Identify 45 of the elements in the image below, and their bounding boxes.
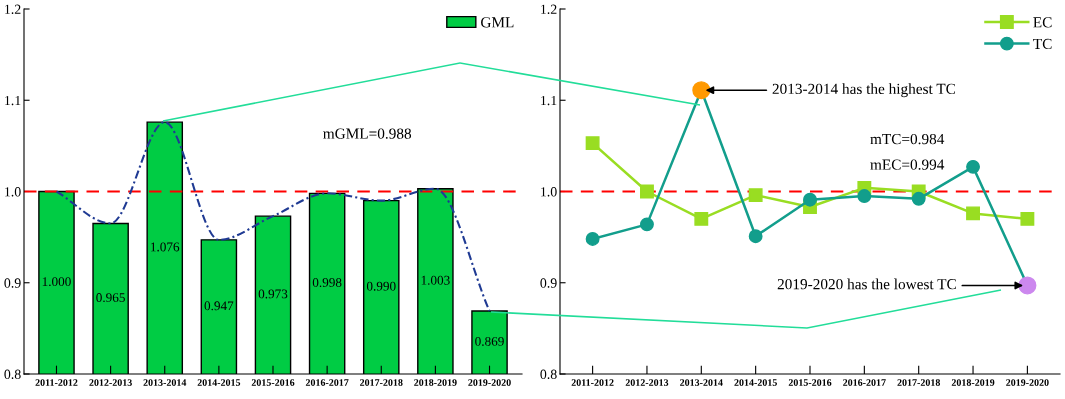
x-tick-label: 2013-2014 xyxy=(143,379,187,386)
x-tick-label: 2019-2020 xyxy=(1006,379,1049,386)
x-tick-label: 2014-2015 xyxy=(197,379,241,386)
data-label: 1.076 xyxy=(151,242,180,252)
x-tick-label: 2016-2017 xyxy=(843,379,886,386)
annotation: mGML=0.988 xyxy=(323,128,412,139)
data-label: 1.000 xyxy=(42,277,71,287)
data-label: 0.965 xyxy=(96,293,125,303)
x-tick-label: 2018-2019 xyxy=(951,379,995,386)
data-label: 0.998 xyxy=(312,278,342,288)
y-tick-label: 1.0 xyxy=(541,187,557,197)
legend-label: GML xyxy=(481,17,514,28)
x-tick-label: 2017-2018 xyxy=(360,379,403,386)
x-tick-label: 2013-2014 xyxy=(680,379,723,386)
data-label: 1.003 xyxy=(421,275,450,285)
annotation: mTC=0.984 xyxy=(870,133,945,145)
y-tick-label: 0.8 xyxy=(540,369,557,380)
y-tick-label: 1.2 xyxy=(541,4,557,15)
data-label: 0.973 xyxy=(258,289,288,299)
x-tick-label: 2017-2018 xyxy=(897,379,941,386)
x-tick-label: 2012-2013 xyxy=(625,379,669,386)
y-tick-label: 0.9 xyxy=(4,278,21,288)
x-tick-label: 2011-2012 xyxy=(35,379,78,386)
x-tick-label: 2018-2019 xyxy=(414,379,457,386)
x-tick-label: 2014-2015 xyxy=(734,379,777,386)
annotation: mEC=0.994 xyxy=(870,159,945,170)
x-tick-label: 2011-2012 xyxy=(571,379,614,386)
annotation: 2013-2014 has the highest TC xyxy=(772,83,956,98)
data-label: 0.990 xyxy=(366,281,396,291)
y-tick-label: 0.9 xyxy=(540,278,557,288)
y-tick-label: 1.0 xyxy=(5,187,21,197)
y-tick-label: 0.8 xyxy=(4,369,21,380)
data-label: 0.869 xyxy=(475,336,504,346)
data-label: 0.947 xyxy=(204,301,234,311)
x-tick-label: 2019-2020 xyxy=(468,379,511,386)
legend-label: EC xyxy=(1033,17,1052,28)
annotation: 2019-2020 has the lowest TC xyxy=(777,278,956,290)
y-tick-label: 1.2 xyxy=(5,4,21,15)
x-tick-label: 2015-2016 xyxy=(251,379,295,386)
legend-label: TC xyxy=(1033,38,1052,50)
x-tick-label: 2016-2017 xyxy=(305,379,349,386)
y-tick-label: 1.1 xyxy=(541,95,557,106)
y-tick-label: 1.1 xyxy=(5,95,21,106)
x-tick-label: 2012-2013 xyxy=(89,379,132,386)
x-tick-label: 2015-2016 xyxy=(788,379,832,386)
